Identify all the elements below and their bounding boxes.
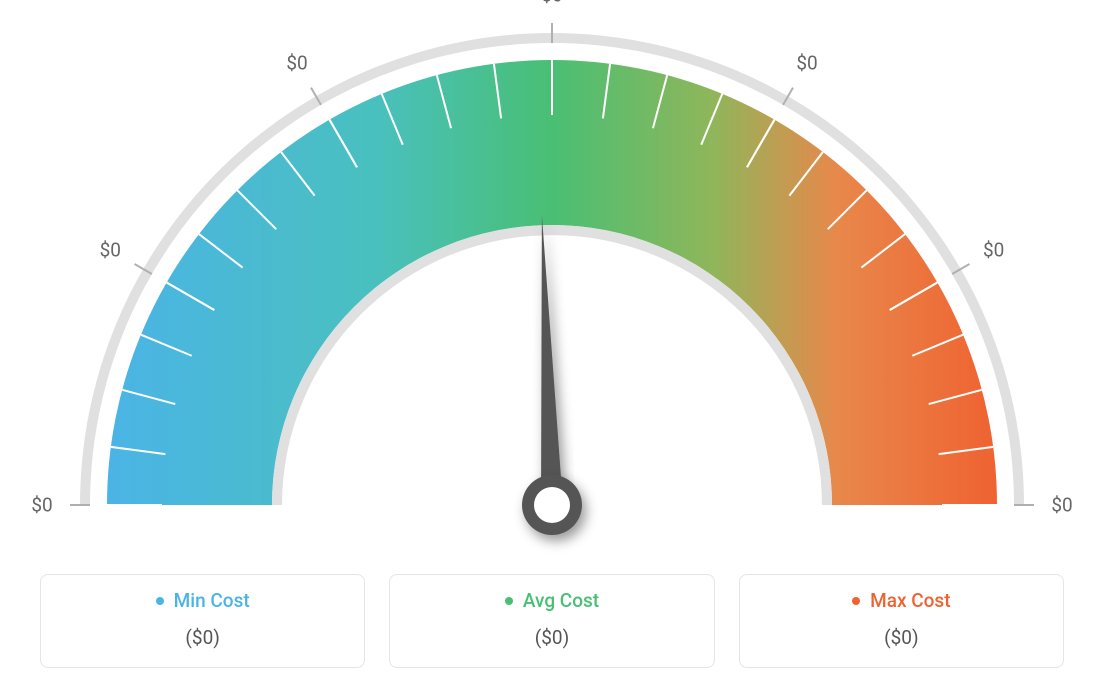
- gauge-tick-label: $0: [541, 0, 562, 7]
- legend-header-max: Max Cost: [750, 589, 1053, 612]
- legend-header-avg: Avg Cost: [400, 589, 703, 612]
- legend-card-avg: Avg Cost ($0): [389, 574, 714, 668]
- legend-header-min: Min Cost: [51, 589, 354, 612]
- legend-dot-max: [852, 597, 860, 605]
- gauge-tick-label: $0: [1051, 494, 1072, 517]
- legend-label-max: Max Cost: [870, 589, 950, 612]
- gauge-tick-label: $0: [796, 52, 817, 75]
- gauge-area: $0 $0 $0 $0 $0 $0 $0: [0, 0, 1104, 560]
- legend-dot-min: [156, 597, 164, 605]
- cost-gauge-container: $0 $0 $0 $0 $0 $0 $0 Min Cost ($0) Avg Cost ($…: [0, 0, 1104, 690]
- gauge-tick-label: $0: [31, 494, 52, 517]
- gauge-svg: [0, 0, 1104, 560]
- legend-card-max: Max Cost ($0): [739, 574, 1064, 668]
- legend-label-avg: Avg Cost: [523, 589, 599, 612]
- legend-value-avg: ($0): [400, 626, 703, 649]
- gauge-tick-label: $0: [983, 239, 1004, 262]
- legend-value-max: ($0): [750, 626, 1053, 649]
- legend-value-min: ($0): [51, 626, 354, 649]
- gauge-tick-label: $0: [100, 239, 121, 262]
- legend-row: Min Cost ($0) Avg Cost ($0) Max Cost ($0…: [40, 574, 1064, 668]
- legend-card-min: Min Cost ($0): [40, 574, 365, 668]
- gauge-tick-label: $0: [286, 52, 307, 75]
- legend-label-min: Min Cost: [174, 589, 250, 612]
- legend-dot-avg: [505, 597, 513, 605]
